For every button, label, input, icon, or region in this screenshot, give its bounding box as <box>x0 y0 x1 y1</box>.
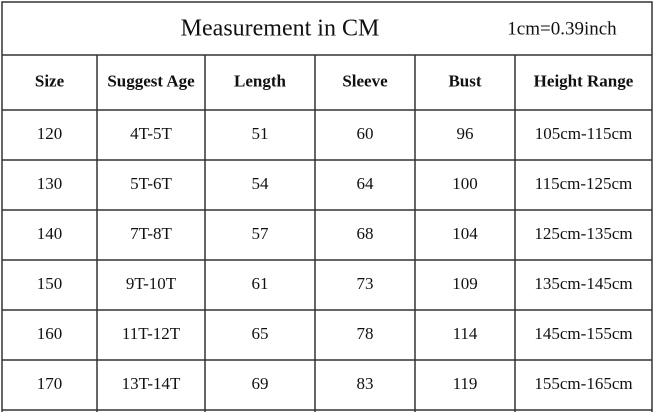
table-title: Measurement in CM <box>181 16 380 42</box>
table-cell: 5T-6T <box>130 174 172 193</box>
table-cell: 73 <box>357 274 374 293</box>
table-cell: 64 <box>357 174 375 193</box>
column-header: Height Range <box>534 71 634 90</box>
table-cell: 100 <box>452 174 478 193</box>
table-cell: 60 <box>357 124 374 143</box>
table-cell: 119 <box>453 374 478 393</box>
table-cell: 145cm-155cm <box>534 324 632 343</box>
table-cell: 114 <box>453 324 478 343</box>
column-header: Bust <box>448 71 481 90</box>
table-cell: 83 <box>357 374 374 393</box>
table-cell: 51 <box>252 124 269 143</box>
column-header: Size <box>35 71 65 90</box>
column-header: Suggest Age <box>107 71 195 90</box>
table-cell: 130 <box>37 174 63 193</box>
column-header: Sleeve <box>342 71 388 90</box>
table-cell: 4T-5T <box>130 124 172 143</box>
column-header: Length <box>234 71 287 90</box>
table-cell: 96 <box>457 124 474 143</box>
table-cell: 54 <box>252 174 270 193</box>
table-cell: 7T-8T <box>130 224 172 243</box>
table-cell: 57 <box>252 224 270 243</box>
table-cell: 140 <box>37 224 63 243</box>
table-cell: 68 <box>357 224 374 243</box>
table-cell: 160 <box>37 324 63 343</box>
table-cell: 13T-14T <box>122 374 181 393</box>
table-cell: 135cm-145cm <box>534 274 632 293</box>
unit-note: 1cm=0.39inch <box>507 18 617 39</box>
table-cell: 170 <box>37 374 63 393</box>
table-cell: 11T-12T <box>122 324 181 343</box>
table-cell: 69 <box>252 374 269 393</box>
table-cell: 120 <box>37 124 63 143</box>
table-cell: 78 <box>357 324 374 343</box>
table-cell: 65 <box>252 324 269 343</box>
table-cell: 105cm-115cm <box>535 124 633 143</box>
table-cell: 61 <box>252 274 269 293</box>
table-cell: 155cm-165cm <box>534 374 632 393</box>
table-cell: 115cm-125cm <box>535 174 633 193</box>
table-cell: 104 <box>452 224 478 243</box>
table-cell: 9T-10T <box>126 274 177 293</box>
table-cell: 109 <box>452 274 478 293</box>
table-cell: 125cm-135cm <box>534 224 632 243</box>
table-cell: 150 <box>37 274 63 293</box>
